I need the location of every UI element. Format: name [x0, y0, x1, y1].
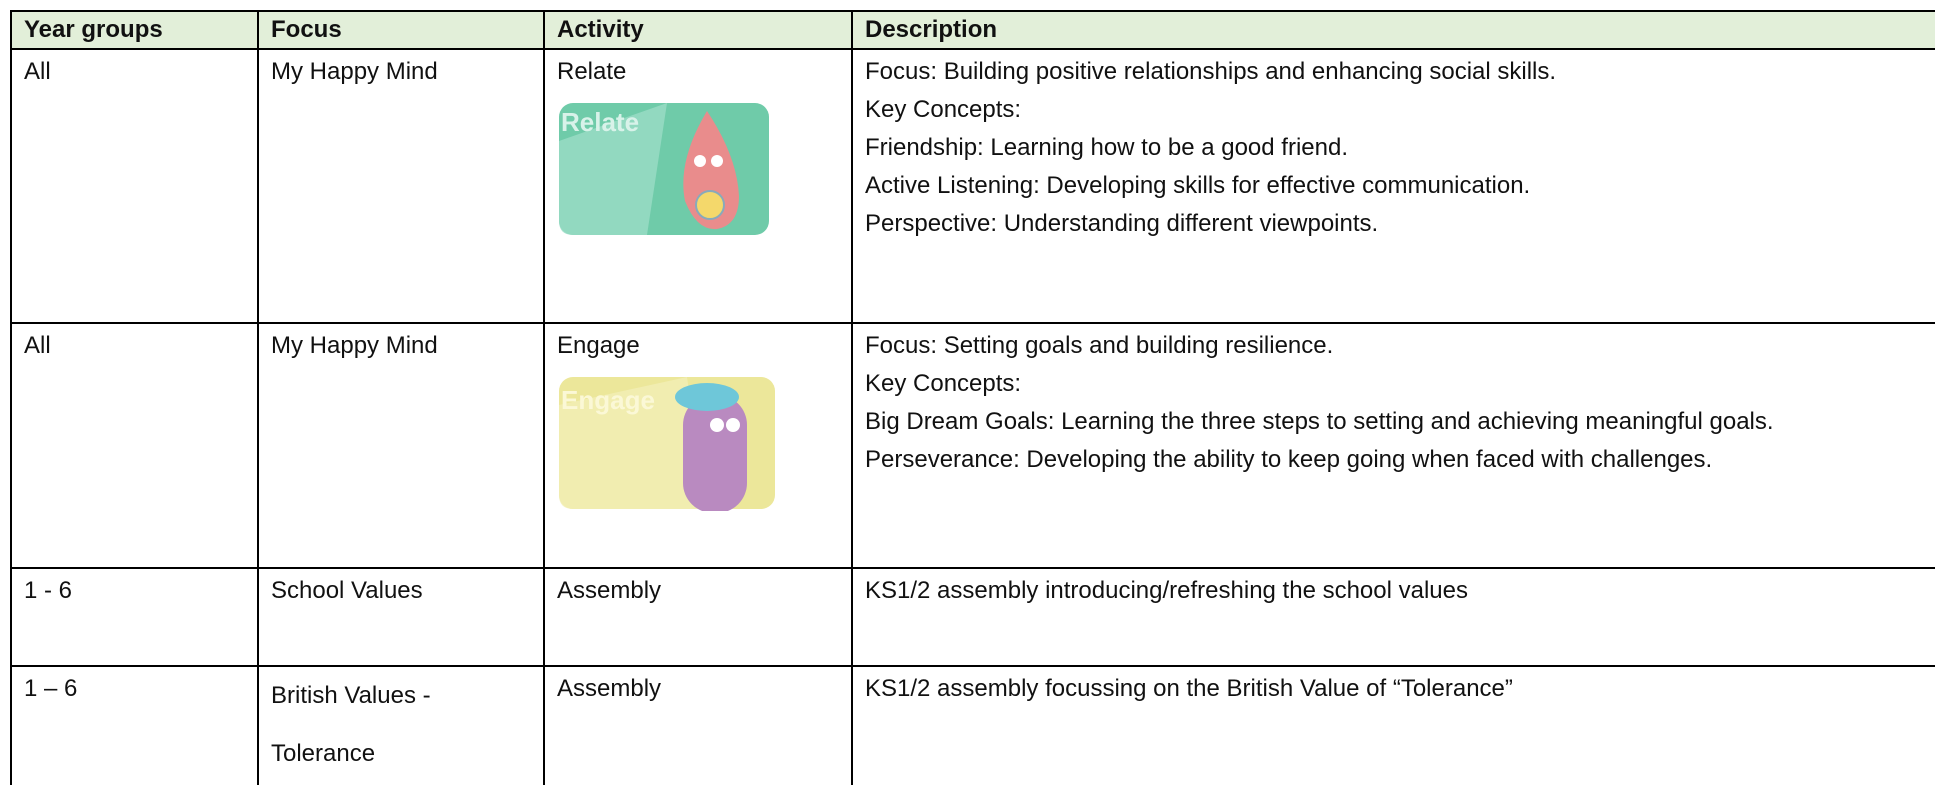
description-line: Perseverance: Developing the ability to …	[865, 446, 1713, 473]
activity-card: Relate	[559, 103, 769, 235]
focus-cell: My Happy Mind	[257, 48, 545, 324]
column-header: Description	[851, 10, 1935, 50]
card-shape	[559, 377, 707, 509]
activity-cell: Engage Engage	[543, 322, 853, 569]
card-label: Relate	[561, 107, 639, 137]
activity-text: Assembly	[557, 675, 662, 702]
column-header: Year groups	[10, 10, 259, 50]
description-line: Big Dream Goals: Learning the three step…	[865, 408, 1774, 435]
year-cell: All	[10, 48, 259, 324]
character	[683, 395, 747, 511]
description-line: Focus: Setting goals and building resili…	[865, 332, 1334, 359]
badge	[695, 190, 725, 220]
description-line: Key Concepts:	[865, 370, 1022, 397]
eye	[711, 155, 723, 167]
activity-cell: Assembly	[543, 665, 853, 785]
table: Year groups Focus Activity Description All M…	[10, 10, 1935, 785]
description-cell: Focus: Building positive relationships a…	[851, 48, 1935, 324]
description-line: Perspective: Understanding different vie…	[865, 210, 1379, 237]
activity-cell: Relate Relate	[543, 48, 853, 324]
activity-card: Engage	[559, 377, 775, 511]
description-line: KS1/2 assembly introducing/refreshing th…	[865, 577, 1468, 604]
table-row: 1 - 6 School Values Assembly KS1/2 assembly…	[10, 567, 1935, 667]
column-header: Activity	[543, 10, 853, 50]
description-line: Focus: Building positive relationships a…	[865, 58, 1557, 85]
year-cell: 1 – 6	[10, 665, 259, 785]
activity-cell: Assembly	[543, 567, 853, 667]
activity-text: Engage	[557, 332, 640, 359]
description-line: KS1/2 assembly focussing on the British …	[865, 675, 1513, 702]
description-cell: KS1/2 assembly introducing/refreshing th…	[851, 567, 1935, 667]
card-label: Engage	[561, 385, 655, 415]
hat	[675, 383, 739, 411]
focus-cell: School Values	[257, 567, 545, 667]
description-line: Key Concepts:	[865, 96, 1022, 123]
eye	[710, 418, 724, 432]
year-cell: 1 - 6	[10, 567, 259, 667]
table-row: All My Happy Mind Relate Relate Focus: Build…	[10, 48, 1935, 324]
year-cell: All	[10, 322, 259, 569]
description-line: Friendship: Learning how to be a good fr…	[865, 134, 1348, 161]
focus-cell: British Values - Tolerance	[257, 665, 545, 785]
description-line: Active Listening: Developing skills for …	[865, 172, 1531, 199]
table-row: All My Happy Mind Engage Engage Focus: Setti…	[10, 322, 1935, 569]
description-cell: Focus: Setting goals and building resili…	[851, 322, 1935, 569]
column-header: Focus	[257, 10, 545, 50]
eye	[726, 418, 740, 432]
eye	[694, 155, 706, 167]
card-shape	[559, 103, 667, 235]
header-row: Year groups Focus Activity Description	[10, 10, 1935, 50]
activity-text: Assembly	[557, 577, 662, 604]
description-cell: KS1/2 assembly focussing on the British …	[851, 665, 1935, 785]
focus-cell: My Happy Mind	[257, 322, 545, 569]
page: Year groups Focus Activity Description All M…	[10, 10, 1935, 785]
table-row: 1 – 6 British Values - Tolerance Assembly K…	[10, 665, 1935, 785]
activity-text: Relate	[557, 58, 627, 85]
